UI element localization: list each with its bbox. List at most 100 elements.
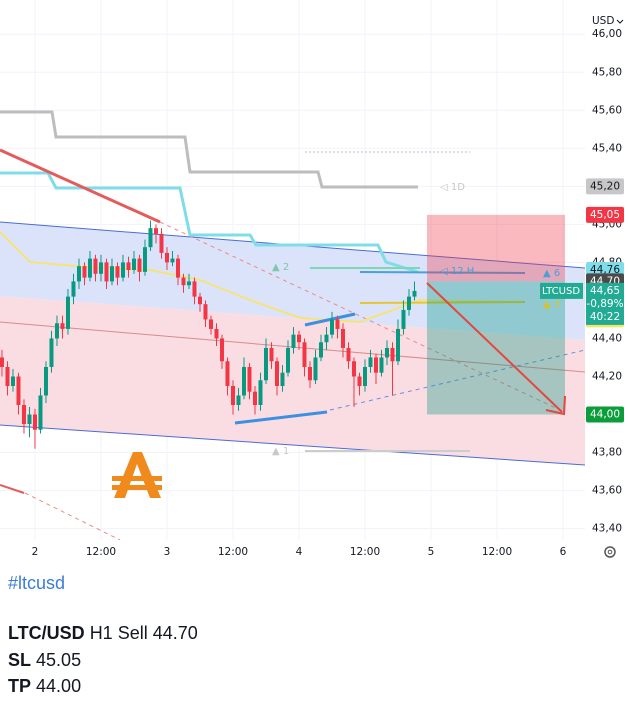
x-tick-label: 5 — [428, 546, 435, 558]
x-tick-label: 12:00 — [86, 546, 116, 558]
channel-lower — [0, 296, 585, 465]
last-price-countdown: 40:22 — [590, 311, 620, 323]
last-price-change: -0,89% — [586, 298, 623, 310]
y-tick-label: 43,40 — [592, 523, 622, 535]
candle-body — [159, 233, 164, 253]
price-tag — [586, 178, 624, 195]
candles — [0, 220, 417, 449]
dropdown-icon[interactable] — [616, 19, 624, 24]
price-tag — [586, 406, 624, 423]
annotation: ◁ 12 H — [440, 266, 474, 277]
last-price-label: 44,65 — [590, 285, 620, 297]
candle-body — [225, 361, 230, 386]
candle-body — [137, 258, 142, 272]
settings-icon[interactable] — [604, 546, 616, 558]
candle-body — [313, 357, 318, 381]
indicator-line — [0, 171, 419, 274]
post-label: LTC/USD — [8, 623, 85, 643]
candle-body — [10, 376, 15, 386]
post-line: LTC/USD H1 Sell 44.70 — [8, 623, 198, 644]
level-line — [359, 271, 526, 274]
stop-zone — [427, 214, 565, 282]
post-label: TP — [8, 676, 32, 696]
currency-selector[interactable]: USD — [592, 15, 624, 27]
candle-body — [164, 252, 169, 263]
candle-body — [390, 347, 395, 362]
symbol-tag — [540, 282, 583, 299]
candle-body — [5, 366, 10, 386]
post-line: TP 44.00 — [8, 676, 81, 697]
candle-body — [406, 296, 411, 310]
candle-body — [115, 266, 120, 278]
candle-body — [241, 366, 246, 396]
dashed-line — [24, 492, 121, 540]
candle-body — [340, 328, 345, 348]
candle-body — [43, 366, 48, 396]
sell-arrow — [426, 282, 566, 416]
x-tick-label: 12:00 — [350, 546, 380, 558]
candle-body — [291, 334, 296, 348]
candle-body — [32, 414, 37, 430]
annotation: ▲ 6 — [543, 268, 560, 279]
candle-body — [153, 228, 158, 234]
trend-line — [0, 148, 161, 224]
candle-body — [351, 361, 356, 377]
candle-body — [142, 247, 147, 272]
currency[interactable]: USD — [592, 15, 614, 27]
dashed-line — [159, 221, 561, 411]
y-tick-label: 44,20 — [592, 370, 622, 382]
post-text: H1 Sell 44.70 — [89, 623, 198, 643]
candle-body — [21, 405, 26, 425]
price-tag-label: 45,20 — [590, 180, 620, 192]
candle-body — [401, 309, 406, 329]
candle-body — [60, 323, 65, 329]
annotation: ▲ 2 — [272, 262, 289, 273]
candle-body — [148, 228, 153, 248]
hashtag[interactable]: #ltcusd — [8, 573, 66, 593]
candle-body — [0, 357, 4, 367]
candle-body — [93, 258, 98, 274]
price-tag-label: 44,76 — [590, 264, 620, 276]
candle-body — [296, 334, 301, 343]
candle-body — [170, 258, 175, 263]
candle-body — [219, 338, 224, 362]
post-line: SL 45.05 — [8, 650, 81, 671]
candle-body — [362, 366, 367, 386]
candle-body — [230, 385, 235, 405]
candle-body — [71, 281, 76, 297]
candle-body — [263, 347, 268, 381]
candle-body — [87, 258, 92, 278]
price-tag-label: 44,00 — [590, 409, 620, 421]
dashed-line — [329, 349, 585, 411]
y-tick-label: 43,80 — [592, 447, 622, 459]
y-tick-label: 43,60 — [592, 485, 622, 497]
candle-body — [98, 262, 103, 274]
candle-body — [280, 372, 285, 386]
candle-body — [186, 281, 191, 286]
annotation: ▲ 3 — [543, 299, 560, 310]
candle-body — [192, 281, 197, 297]
annotation: ◁ 1D — [440, 182, 465, 193]
candle-body — [373, 357, 378, 373]
x-tick-label: 4 — [296, 546, 303, 558]
candle-body — [329, 319, 334, 335]
indicator-line — [0, 110, 418, 189]
y-axis: 43,4043,6043,8044,0044,2044,4044,6044,80… — [32, 28, 624, 558]
candle-body — [247, 366, 252, 392]
candle-body — [335, 319, 340, 329]
indicator-line — [0, 231, 526, 324]
post-text: 44.00 — [36, 676, 82, 696]
candle-body — [395, 328, 400, 362]
candle-body — [16, 376, 21, 405]
candle-body — [302, 342, 307, 367]
candle-body — [252, 391, 257, 405]
candle-body — [269, 347, 274, 362]
candle-body — [65, 296, 70, 329]
y-tick-label: 45,40 — [592, 142, 622, 154]
last-price-tag — [586, 282, 624, 325]
x-tick-label: 12:00 — [218, 546, 248, 558]
candle-body — [38, 395, 43, 430]
x-tick-label: 6 — [560, 546, 567, 558]
candle-body — [181, 277, 186, 286]
